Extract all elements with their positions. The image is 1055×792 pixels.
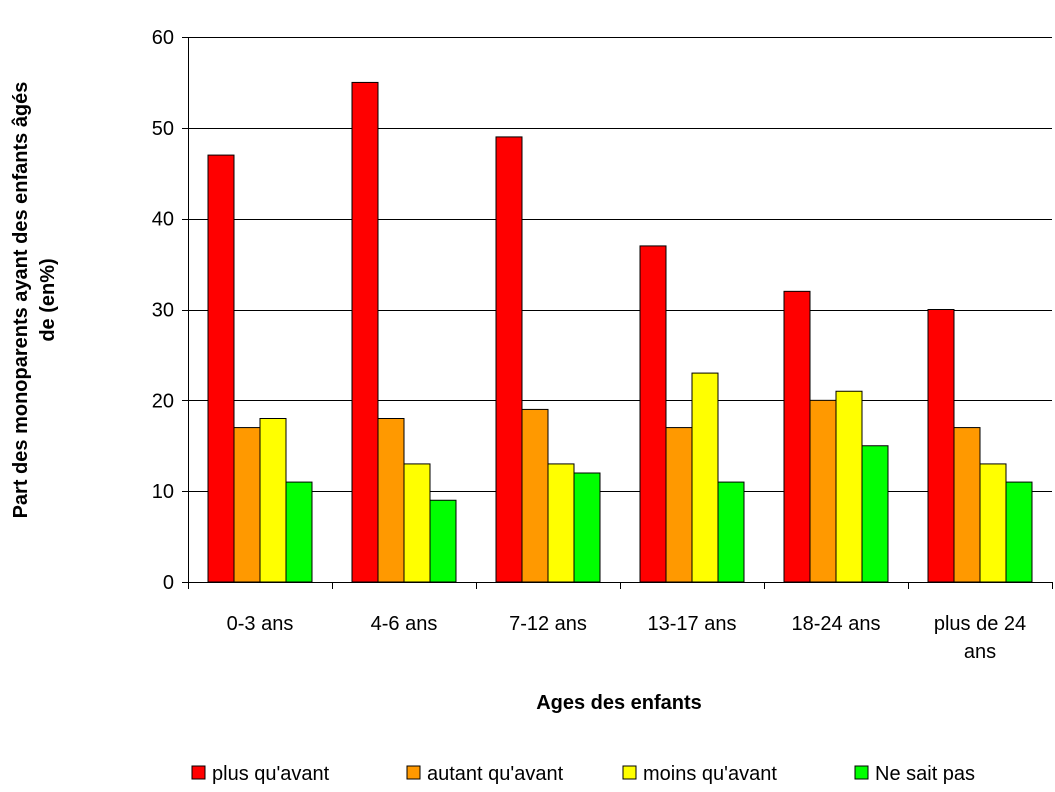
bar — [207, 154, 235, 583]
x-tick-label: 0-3 ans — [227, 613, 294, 635]
legend-label: Ne sait pas — [875, 763, 975, 785]
bar — [233, 427, 261, 583]
bar — [1005, 481, 1033, 583]
x-tick-label: 13-17 ans — [648, 613, 737, 635]
y-axis-title-line-1: Part des monoparents ayant des enfants â… — [10, 82, 32, 519]
x-tick-label: 7-12 ans — [509, 613, 587, 635]
y-tick-label: 20 — [152, 390, 174, 412]
axes — [182, 37, 1053, 589]
legend-swatch — [191, 765, 206, 780]
y-tick-labels: 0 10 20 30 40 50 60 — [152, 27, 174, 594]
bar — [403, 463, 431, 583]
bar — [979, 463, 1007, 583]
bar — [927, 309, 955, 583]
x-axis-title: Ages des enfants — [536, 692, 702, 714]
legend: plus qu'avant autant qu'avant moins qu'ava… — [191, 763, 975, 785]
legend-swatch — [854, 765, 869, 780]
legend-label: moins qu'avant — [643, 763, 777, 785]
y-tick-label: 40 — [152, 209, 174, 231]
x-tick-labels: 0-3 ans 4-6 ans 7-12 ans 13-17 ans 18-24 ans… — [227, 613, 1027, 663]
y-tick-label: 50 — [152, 118, 174, 140]
bar — [377, 418, 405, 583]
bars — [207, 81, 1033, 583]
y-tick-label: 0 — [163, 572, 174, 594]
y-tick-label: 60 — [152, 27, 174, 49]
x-tick-label: 4-6 ans — [371, 613, 438, 635]
bar — [573, 472, 601, 583]
bar — [521, 408, 549, 583]
bar — [953, 427, 981, 583]
bar — [547, 463, 575, 583]
y-tick-label: 30 — [152, 300, 174, 322]
bar — [495, 136, 523, 583]
legend-label: plus qu'avant — [212, 763, 330, 785]
x-tick-label: 18-24 ans — [792, 613, 881, 635]
bar — [639, 245, 667, 583]
bar — [809, 399, 837, 583]
bar — [861, 445, 889, 583]
bar — [429, 499, 457, 583]
bar — [351, 81, 379, 583]
bar — [665, 427, 693, 583]
gridlines — [188, 37, 1052, 492]
bar — [285, 481, 313, 583]
bar — [259, 418, 287, 583]
x-tick-label: ans — [964, 641, 996, 663]
y-tick-label: 10 — [152, 481, 174, 503]
bar — [835, 390, 863, 583]
legend-swatch — [622, 765, 637, 780]
legend-swatch — [406, 765, 421, 780]
bar — [783, 290, 811, 583]
bar — [691, 372, 719, 583]
legend-label: autant qu'avant — [427, 763, 564, 785]
x-tick-label: plus de 24 — [934, 613, 1026, 635]
bar — [717, 481, 745, 583]
y-axis-title-line-2: de (en%) — [37, 258, 59, 341]
